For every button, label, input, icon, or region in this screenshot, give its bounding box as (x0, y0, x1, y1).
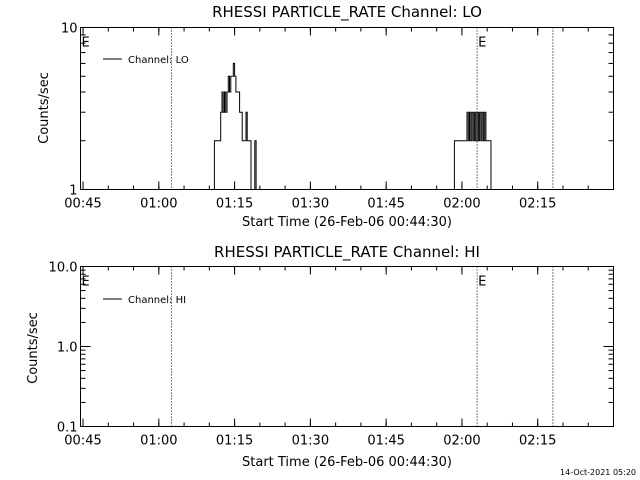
panel-lo-x-tick-label-4: 01:45 (367, 197, 404, 212)
panel-hi-x-tick-label-0: 00:45 (64, 434, 101, 449)
panel-hi-y-tick-label-2: 10.0 (49, 261, 78, 276)
panel-hi: RHESSI PARTICLE_RATE Channel: HI 00:45 01… (26, 243, 614, 470)
panel-hi-legend-label: Channel: HI (128, 295, 186, 306)
panel-hi-x-axis-label: Start Time (26-Feb-06 00:44:30) (242, 455, 452, 470)
panel-hi-legend: Channel: HI (103, 295, 186, 306)
panel-lo-event-label-1: E (478, 36, 486, 51)
panel-hi-y-axis-label: Counts/sec (26, 312, 41, 384)
panel-hi-x-tick-label-2: 01:15 (216, 434, 253, 449)
panel-lo-event-label-0: E (82, 36, 90, 51)
panel-hi-x-tick-label-5: 02:00 (443, 434, 480, 449)
panel-hi-x-tick-label-6: 02:15 (519, 434, 556, 449)
panel-lo-y-axis-label: Counts/sec (37, 72, 52, 144)
panel-hi-x-tick-label-1: 01:00 (140, 434, 177, 449)
panel-lo-x-tick-label-3: 01:30 (292, 197, 329, 212)
panel-hi-event-label-0: E (82, 275, 90, 290)
panel-hi-y-tick-label-0: 0.1 (57, 421, 78, 436)
panel-lo-x-tick-label-5: 02:00 (443, 197, 480, 212)
panel-lo-series-0-line (80, 62, 614, 190)
panel-hi-title: RHESSI PARTICLE_RATE Channel: HI (214, 243, 480, 262)
panel-lo-x-axis-label: Start Time (26-Feb-06 00:44:30) (242, 215, 452, 230)
panel-lo-x-tick-label-0: 00:45 (64, 197, 101, 212)
panel-lo-x-tick-label-2: 01:15 (216, 197, 253, 212)
panel-lo-x-tick-label-1: 01:00 (140, 197, 177, 212)
panel-lo-legend-label: Channel: LO (128, 55, 189, 66)
panel-hi-y-tick-label-1: 1.0 (57, 341, 78, 356)
panel-hi-event-label-1: E (478, 275, 486, 290)
footer-timestamp: 14-Oct-2021 05:20 (560, 468, 636, 477)
panel-hi-x-tick-label-3: 01:30 (292, 434, 329, 449)
panel-lo: RHESSI PARTICLE_RATE Channel: LO 00:45 01… (37, 3, 614, 230)
panel-lo-axes: 00:45 01:00 01:15 01:30 01:45 02:00 02:15 1 10 (61, 22, 614, 212)
panel-hi-axes: 00:45 01:00 01:15 01:30 01:45 02:00 02:15 0.1 1.… (49, 261, 614, 449)
panel-lo-y-tick-label-0: 1 (69, 184, 77, 199)
panel-hi-x-tick-label-4: 01:45 (367, 434, 404, 449)
panel-lo-y-tick-label-1: 10 (61, 22, 78, 37)
panel-lo-legend: Channel: LO (103, 55, 189, 66)
panel-lo-title: RHESSI PARTICLE_RATE Channel: LO (212, 3, 482, 22)
panel-lo-x-tick-label-6: 02:15 (519, 197, 556, 212)
